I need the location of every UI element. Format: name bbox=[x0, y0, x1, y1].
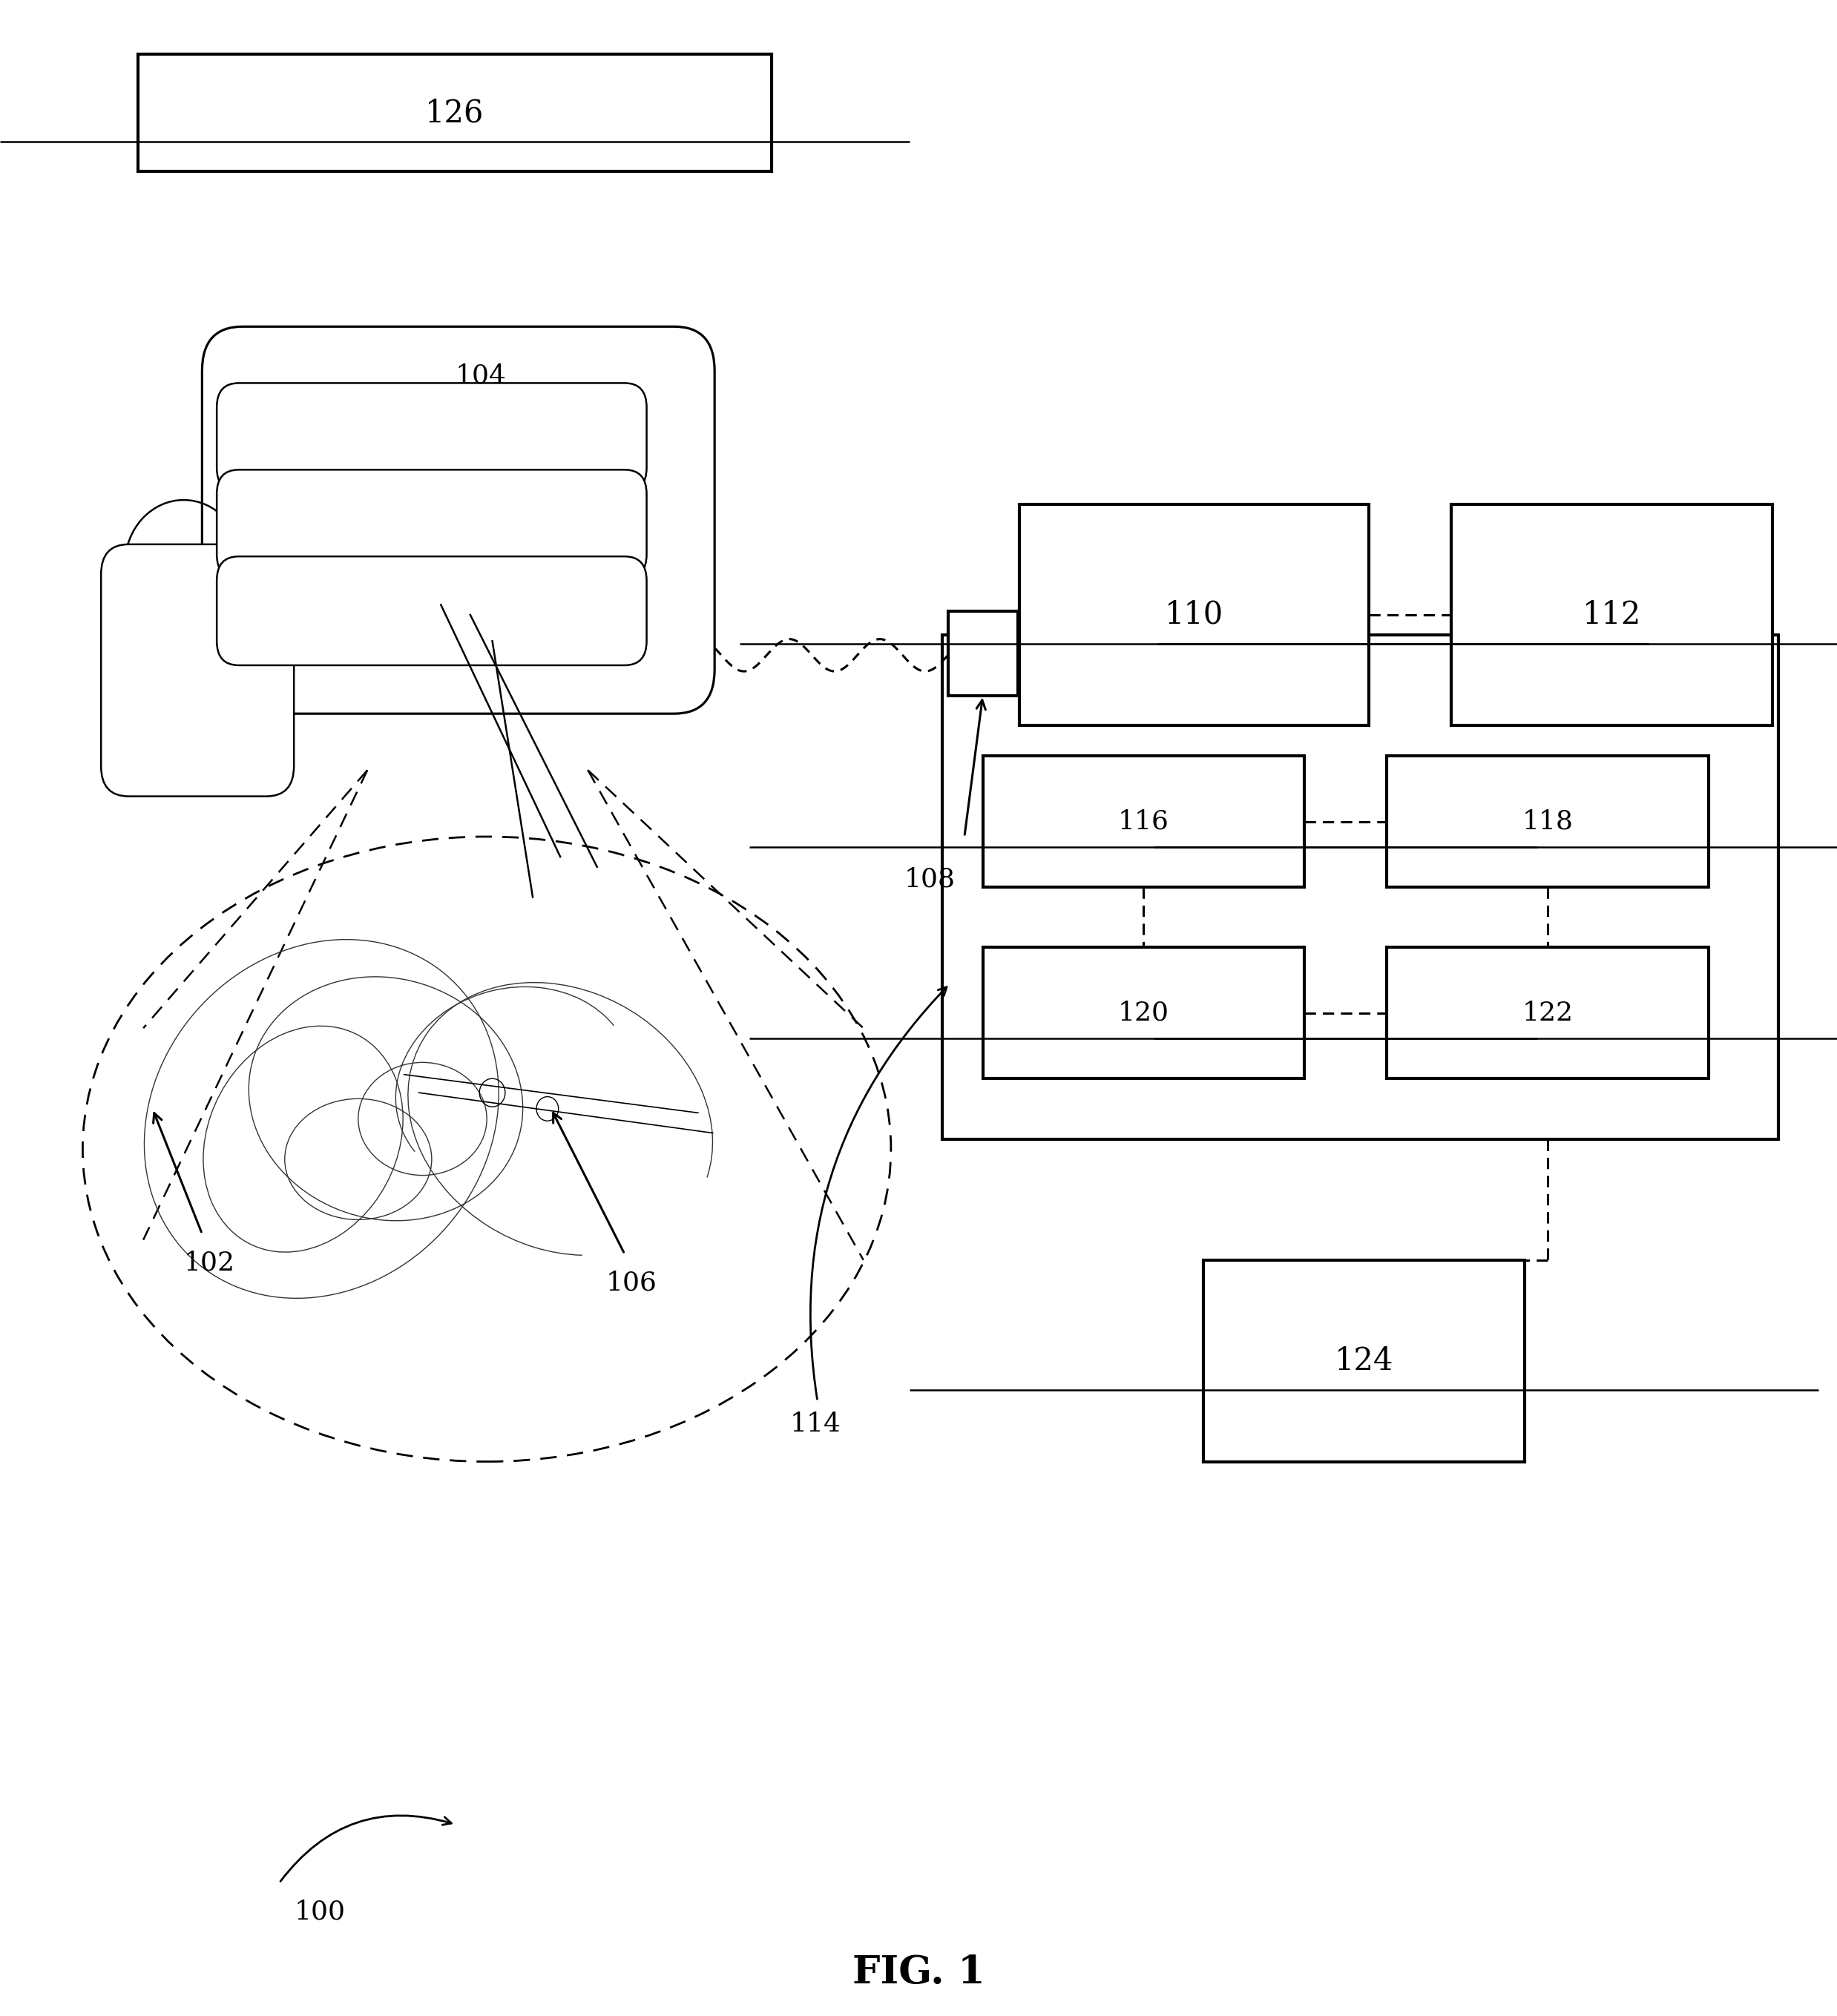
FancyBboxPatch shape bbox=[217, 470, 647, 579]
FancyBboxPatch shape bbox=[983, 948, 1304, 1079]
FancyBboxPatch shape bbox=[217, 383, 647, 492]
FancyBboxPatch shape bbox=[1203, 1260, 1525, 1462]
Text: 104: 104 bbox=[456, 363, 507, 389]
FancyBboxPatch shape bbox=[202, 327, 715, 714]
Text: 118: 118 bbox=[1523, 808, 1572, 835]
Text: 112: 112 bbox=[1582, 599, 1642, 631]
Text: 120: 120 bbox=[1119, 1000, 1168, 1026]
Text: 114: 114 bbox=[790, 1411, 841, 1437]
Text: 108: 108 bbox=[904, 867, 955, 893]
Text: FIG. 1: FIG. 1 bbox=[852, 1954, 985, 1992]
Text: 110: 110 bbox=[1165, 599, 1223, 631]
Text: 106: 106 bbox=[606, 1270, 658, 1296]
Text: 122: 122 bbox=[1523, 1000, 1572, 1026]
FancyBboxPatch shape bbox=[983, 756, 1304, 887]
FancyBboxPatch shape bbox=[1387, 756, 1708, 887]
FancyBboxPatch shape bbox=[138, 54, 772, 171]
FancyBboxPatch shape bbox=[948, 611, 1018, 696]
Text: 116: 116 bbox=[1119, 808, 1168, 835]
Text: 102: 102 bbox=[184, 1250, 235, 1276]
Text: 126: 126 bbox=[424, 97, 485, 129]
Text: 124: 124 bbox=[1334, 1345, 1394, 1377]
FancyBboxPatch shape bbox=[942, 635, 1778, 1139]
FancyBboxPatch shape bbox=[217, 556, 647, 665]
Text: 100: 100 bbox=[294, 1899, 345, 1925]
FancyBboxPatch shape bbox=[101, 544, 294, 796]
FancyBboxPatch shape bbox=[1020, 504, 1369, 726]
FancyBboxPatch shape bbox=[1451, 504, 1773, 726]
FancyBboxPatch shape bbox=[1387, 948, 1708, 1079]
